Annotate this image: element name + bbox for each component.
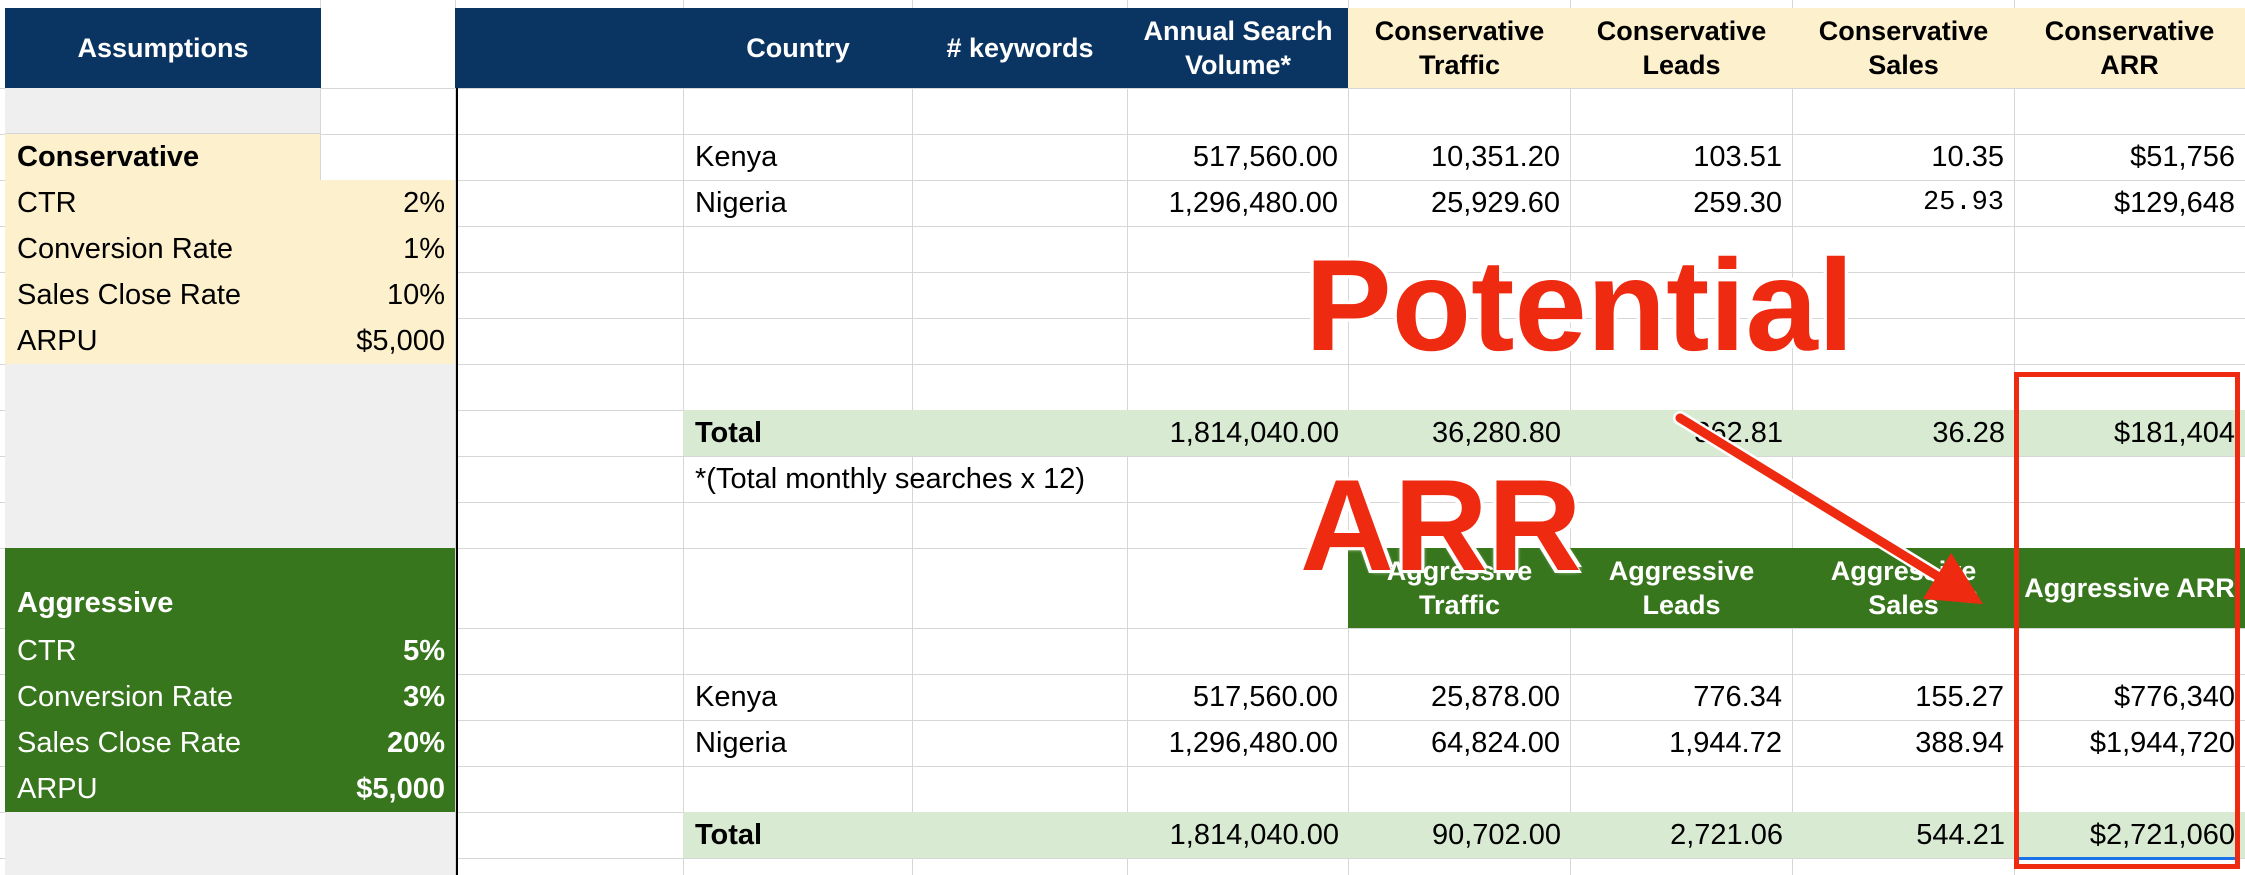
cons-label-arpu: ARPU <box>5 318 323 364</box>
col-header-agg-sales[interactable]: Aggressive Sales <box>1792 548 2015 628</box>
col-header-agg-leads[interactable]: Aggressive Leads <box>1570 548 1793 628</box>
cons-total-arr[interactable]: $181,404 <box>2014 410 2245 456</box>
col-header-cons-arr[interactable]: Conservative ARR <box>2014 8 2245 88</box>
agg-value-close[interactable]: 20% <box>322 720 455 766</box>
cons-row-sales[interactable]: 25.93 <box>1922 188 2004 218</box>
agg-label-close: Sales Close Rate <box>5 720 323 766</box>
cons-row-traffic[interactable]: 10,351.20 <box>1430 140 1560 173</box>
conservative-title: Conservative <box>5 134 320 180</box>
agg-row-volume[interactable]: 517,560.00 <box>1192 680 1338 713</box>
agg-value-conv[interactable]: 3% <box>322 674 455 720</box>
agg-label-conv: Conversion Rate <box>5 674 323 720</box>
annotation-potential: Potential <box>1305 232 1854 378</box>
col-header-volume[interactable]: Annual Search Volume* <box>1127 8 1349 88</box>
agg-value-arpu[interactable]: $5,000 <box>322 766 455 812</box>
agg-total-label[interactable]: Total <box>683 812 1128 858</box>
cons-total-label[interactable]: Total <box>683 410 1128 456</box>
cons-total-volume[interactable]: 1,814,040.00 <box>1127 410 1349 456</box>
selection-underline <box>2016 857 2238 860</box>
cons-row-leads[interactable]: 259.30 <box>1693 186 1782 219</box>
agg-total-volume[interactable]: 1,814,040.00 <box>1127 812 1349 858</box>
cons-label-conv: Conversion Rate <box>5 226 323 272</box>
cons-row-traffic[interactable]: 25,929.60 <box>1430 186 1560 219</box>
agg-label-ctr: CTR <box>5 628 323 674</box>
agg-row-country[interactable]: Kenya <box>695 680 778 713</box>
agg-row-sales[interactable]: 388.94 <box>1915 726 2004 759</box>
col-header-cons-sales[interactable]: Conservative Sales <box>1792 8 2015 88</box>
cons-total-leads[interactable]: 362.81 <box>1570 410 1793 456</box>
cons-row-volume[interactable]: 1,296,480.00 <box>1168 186 1338 219</box>
agg-row-sales[interactable]: 155.27 <box>1915 680 2004 713</box>
cons-label-close: Sales Close Rate <box>5 272 323 318</box>
agg-row-traffic[interactable]: 25,878.00 <box>1430 680 1560 713</box>
cons-value-arpu[interactable]: $5,000 <box>322 318 455 364</box>
col-header-country[interactable]: Country <box>683 8 913 88</box>
column-divider <box>456 88 458 875</box>
cons-row-country[interactable]: Nigeria <box>695 186 787 219</box>
agg-row-traffic[interactable]: 64,824.00 <box>1430 726 1560 759</box>
col-header-cons-traffic[interactable]: Conservative Traffic <box>1348 8 1571 88</box>
agg-row-arr[interactable]: $1,944,720 <box>2089 726 2235 759</box>
agg-total-leads[interactable]: 2,721.06 <box>1570 812 1793 858</box>
cons-value-ctr[interactable]: 2% <box>322 180 455 226</box>
cons-row-country[interactable]: Kenya <box>695 140 778 173</box>
cons-total-sales[interactable]: 36.28 <box>1792 410 2015 456</box>
spacer-block <box>5 364 455 548</box>
agg-row-country[interactable]: Nigeria <box>695 726 787 759</box>
agg-value-ctr[interactable]: 5% <box>322 628 455 674</box>
agg-row-volume[interactable]: 1,296,480.00 <box>1168 726 1338 759</box>
agg-total-traffic[interactable]: 90,702.00 <box>1348 812 1571 858</box>
footnote[interactable]: *(Total monthly searches x 12) <box>695 462 1086 495</box>
highlight-box <box>2014 372 2240 869</box>
agg-label-arpu: ARPU <box>5 766 323 812</box>
cons-value-close[interactable]: 10% <box>322 272 455 318</box>
annotation-arr: ARR <box>1300 452 1582 598</box>
col-header-gap <box>455 8 684 88</box>
col-header-agg-arr[interactable]: Aggressive ARR <box>2014 548 2245 628</box>
agg-row-arr[interactable]: $776,340 <box>2114 680 2235 713</box>
assumptions-header: Assumptions <box>5 8 321 88</box>
agg-total-arr[interactable]: $2,721,060 <box>2014 812 2245 858</box>
cons-label-ctr: CTR <box>5 180 323 226</box>
spacer-row <box>5 88 320 134</box>
col-header-agg-traffic[interactable]: Aggressive Traffic <box>1348 548 1571 628</box>
col-header-keywords[interactable]: # keywords <box>912 8 1128 88</box>
agg-row-leads[interactable]: 776.34 <box>1693 680 1782 713</box>
cons-row-arr[interactable]: $129,648 <box>2114 186 2235 219</box>
col-header-cons-leads[interactable]: Conservative Leads <box>1570 8 1793 88</box>
cons-row-sales[interactable]: 10.35 <box>1931 140 2004 173</box>
agg-row-leads[interactable]: 1,944.72 <box>1669 726 1782 759</box>
spacer-block-bottom <box>5 812 455 875</box>
cons-row-leads[interactable]: 103.51 <box>1693 140 1782 173</box>
agg-total-sales[interactable]: 544.21 <box>1792 812 2015 858</box>
aggressive-title: Aggressive <box>5 548 455 628</box>
cons-row-volume[interactable]: 517,560.00 <box>1192 140 1338 173</box>
cons-row-arr[interactable]: $51,756 <box>2130 140 2235 173</box>
cons-value-conv[interactable]: 1% <box>322 226 455 272</box>
cons-total-traffic[interactable]: 36,280.80 <box>1348 410 1571 456</box>
